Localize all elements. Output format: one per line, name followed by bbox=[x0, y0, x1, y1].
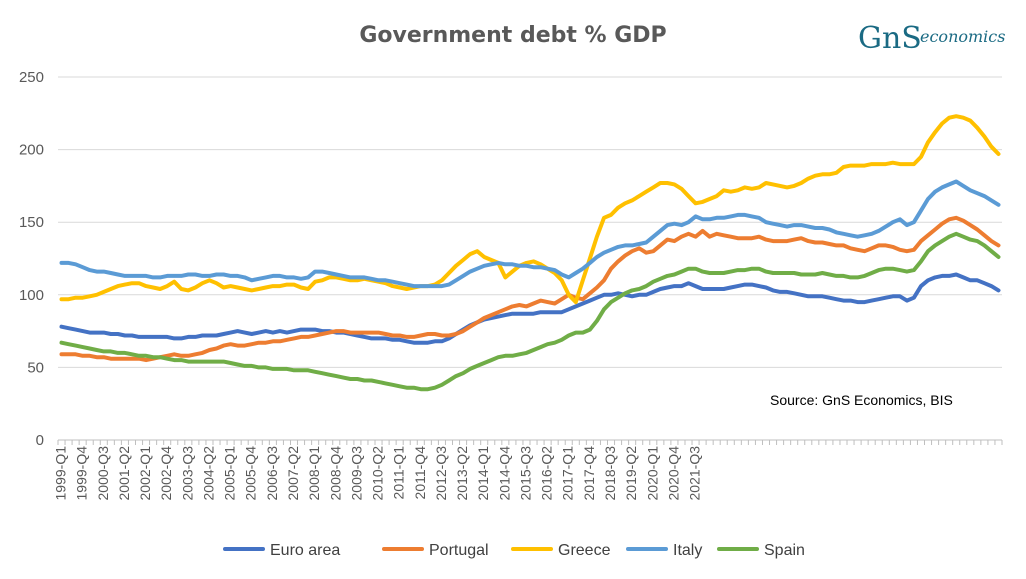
y-tick-label: 50 bbox=[27, 359, 44, 376]
x-tick-label: 2006-Q3 bbox=[264, 446, 280, 501]
x-tick-label: 2015-Q3 bbox=[517, 446, 533, 501]
y-axis-ticks: 0 50 100 150 200 250 bbox=[19, 69, 44, 449]
x-tick-label: 2000-Q3 bbox=[95, 446, 111, 501]
x-tick-label: 2011-Q1 bbox=[391, 446, 407, 500]
x-tick-label: 2002-Q4 bbox=[158, 446, 174, 501]
y-tick-label: 200 bbox=[19, 142, 44, 159]
source-note: Source: GnS Economics, BIS bbox=[770, 392, 953, 408]
logo-mark: GnS bbox=[858, 21, 922, 56]
legend-label: Greece bbox=[558, 542, 611, 559]
x-tick-label: 1999-Q4 bbox=[74, 446, 90, 501]
series-line-euro-area bbox=[59, 272, 1001, 345]
x-tick-label: 2020-Q4 bbox=[665, 446, 681, 501]
x-tick-label: 2008-Q1 bbox=[306, 446, 322, 501]
chart-title: Government debt % GDP bbox=[359, 23, 666, 48]
x-tick-label: 2012-Q3 bbox=[433, 446, 449, 501]
y-tick-label: 150 bbox=[19, 214, 44, 231]
x-tick-label: 2019-Q2 bbox=[623, 446, 639, 501]
x-tick-label: 2016-Q2 bbox=[539, 446, 555, 501]
x-tick-label: 2007-Q2 bbox=[285, 446, 301, 501]
y-tick-label: 250 bbox=[19, 69, 44, 86]
series-lines bbox=[59, 114, 1001, 392]
y-tick-label: 100 bbox=[19, 287, 44, 304]
x-tick-label: 2013-Q2 bbox=[454, 446, 470, 501]
x-axis: 1999-Q1 1999-Q4 2000-Q3 2001-Q2 2002-Q1 2002-… bbox=[53, 439, 1003, 501]
x-tick-label: 2018-Q3 bbox=[602, 446, 618, 501]
x-tick-label: 2014-Q1 bbox=[475, 446, 491, 501]
series-line-portugal bbox=[59, 215, 1001, 363]
gns-logo: GnS economics bbox=[858, 21, 1005, 56]
x-tick-label: 2017-Q4 bbox=[581, 446, 597, 501]
x-tick-label: 2005-Q4 bbox=[243, 446, 259, 501]
x-tick-label: 2002-Q1 bbox=[137, 446, 153, 501]
x-tick-label: 2017-Q1 bbox=[560, 446, 576, 501]
legend-label: Spain bbox=[764, 542, 805, 559]
x-tick-label: 2004-Q2 bbox=[200, 446, 216, 501]
x-tick-label: 2011-Q4 bbox=[412, 446, 428, 500]
x-tick-label: 2010-Q2 bbox=[370, 446, 386, 501]
x-tick-label: 2009-Q3 bbox=[348, 446, 364, 501]
x-tick-label: 2021-Q3 bbox=[687, 446, 703, 501]
x-tick-label: 2003-Q3 bbox=[179, 446, 195, 501]
x-tick-label: 2005-Q1 bbox=[222, 446, 238, 501]
x-tick-label: 2001-Q2 bbox=[116, 446, 132, 501]
logo-text: economics bbox=[920, 27, 1005, 46]
series-line-italy bbox=[59, 179, 1001, 289]
x-tick-label: 2008-Q4 bbox=[327, 446, 343, 501]
series-line-spain bbox=[59, 231, 1001, 392]
legend: Euro area Portugal Greece Italy Spain bbox=[223, 542, 805, 559]
legend-label: Portugal bbox=[429, 542, 489, 559]
series-line-greece bbox=[59, 114, 1001, 305]
x-tick-label: 2020-Q1 bbox=[644, 446, 660, 501]
x-tick-label: 1999-Q1 bbox=[53, 446, 69, 501]
x-tick-label: 2014-Q4 bbox=[496, 446, 512, 501]
legend-label: Euro area bbox=[270, 542, 340, 559]
y-tick-label: 0 bbox=[36, 432, 44, 449]
legend-label: Italy bbox=[673, 542, 702, 559]
